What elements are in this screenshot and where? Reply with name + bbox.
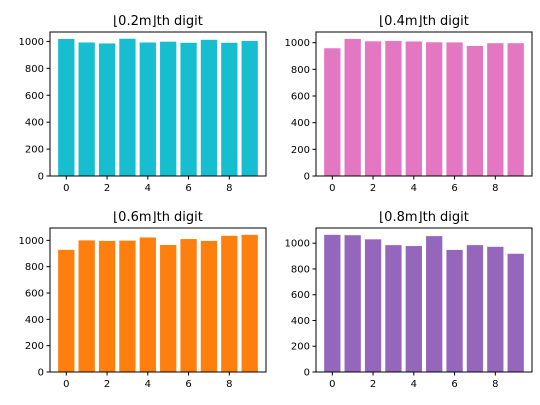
- x-tick-label: 2: [370, 183, 376, 194]
- bar-7: [200, 240, 218, 372]
- bar-9: [507, 253, 524, 372]
- bar-2: [364, 41, 382, 176]
- y-tick-label: 600: [291, 92, 310, 103]
- bar-9: [241, 41, 258, 176]
- x-tick-label: 4: [145, 183, 151, 194]
- chart-panel-2: 0 2 4 6 8 0 200 400 600 800 1000 ⌊0.4m⌋th digit: [285, 14, 533, 194]
- bar-4: [405, 41, 422, 176]
- bar-3: [385, 245, 402, 372]
- y-tick-label: 1000: [19, 37, 44, 48]
- chart-panel-4: 0 2 4 6 8 0 200 400 600 800 1000 ⌊0.8m⌋th digit: [285, 210, 533, 390]
- x-tick-label: 6: [451, 379, 457, 390]
- axes-frame: [49, 227, 267, 373]
- bar-5: [160, 41, 177, 176]
- y-tick-label: 800: [25, 262, 44, 273]
- y-tick-label: 800: [25, 64, 44, 75]
- x-tick-label: 8: [492, 183, 498, 194]
- bar-5: [160, 244, 177, 372]
- bar-7: [466, 46, 484, 176]
- bar-0: [324, 48, 341, 176]
- x-tick-label: 0: [329, 183, 335, 194]
- x-tick-label: 6: [451, 183, 457, 194]
- x-tick-label: 6: [185, 183, 191, 194]
- bar-8: [487, 43, 504, 177]
- bar-6: [180, 42, 197, 176]
- x-tick-label: 4: [411, 379, 417, 390]
- bar-7: [200, 39, 218, 177]
- bar-6: [180, 239, 197, 372]
- bar-1: [344, 38, 361, 177]
- x-tick-label: 0: [329, 379, 335, 390]
- chart-title: ⌊0.8m⌋th digit: [379, 210, 469, 225]
- chart-title: ⌊0.4m⌋th digit: [379, 14, 469, 29]
- y-tick-label: 400: [291, 118, 310, 129]
- bar-9: [241, 234, 258, 372]
- y-tick-label: 600: [291, 290, 310, 301]
- bar-4: [405, 246, 422, 372]
- bar-0: [58, 39, 75, 176]
- y-tick-label: 400: [291, 316, 310, 327]
- bar-9: [507, 43, 524, 177]
- y-tick-label: 0: [304, 368, 310, 379]
- chart-title: ⌊0.6m⌋th digit: [113, 210, 203, 225]
- bar-5: [426, 42, 443, 176]
- x-tick-label: 8: [492, 379, 498, 390]
- x-tick-label: 8: [226, 379, 232, 390]
- bar-2: [98, 240, 116, 372]
- x-tick-label: 6: [185, 379, 191, 390]
- bar-3: [385, 40, 402, 177]
- bar-2: [364, 239, 382, 372]
- x-tick-label: 8: [226, 183, 232, 194]
- bar-3: [119, 240, 136, 372]
- chart-panel-1: 0 2 4 6 8 0 200 400 600 800 1000 ⌊0.2m⌋th digit: [19, 14, 267, 194]
- bar-3: [119, 38, 136, 177]
- bar-0: [58, 249, 75, 372]
- bar-2: [98, 43, 116, 176]
- axes-frame: [315, 227, 533, 373]
- bar-6: [446, 249, 463, 372]
- y-tick-label: 1000: [285, 38, 310, 49]
- x-tick-label: 2: [104, 379, 110, 390]
- chart-title: ⌊0.2m⌋th digit: [113, 14, 203, 29]
- bar-8: [221, 42, 238, 176]
- y-tick-label: 0: [304, 172, 310, 183]
- x-tick-label: 4: [145, 379, 151, 390]
- bar-0: [324, 234, 341, 372]
- y-tick-label: 600: [25, 91, 44, 102]
- bar-5: [426, 236, 443, 372]
- y-tick-label: 600: [25, 289, 44, 300]
- y-tick-label: 200: [25, 341, 44, 352]
- chart-panel-3: 0 2 4 6 8 0 200 400 600 800 1000 ⌊0.6m⌋th digit: [19, 210, 267, 390]
- axes-frame: [49, 31, 267, 177]
- x-tick-label: 2: [370, 379, 376, 390]
- x-tick-label: 4: [411, 183, 417, 194]
- bar-6: [446, 42, 463, 177]
- axes-frame: [315, 31, 533, 177]
- y-tick-label: 200: [291, 342, 310, 353]
- x-tick-label: 0: [63, 183, 69, 194]
- y-tick-label: 1000: [285, 239, 310, 250]
- y-tick-label: 400: [25, 118, 44, 129]
- y-tick-label: 200: [291, 145, 310, 156]
- y-tick-label: 0: [38, 172, 44, 183]
- bar-4: [139, 237, 156, 372]
- bar-1: [78, 240, 95, 372]
- bar-8: [221, 235, 238, 372]
- x-tick-label: 0: [63, 379, 69, 390]
- bar-1: [344, 235, 361, 372]
- y-tick-label: 1000: [19, 236, 44, 247]
- y-tick-label: 800: [291, 65, 310, 76]
- bar-4: [139, 42, 156, 176]
- bar-8: [487, 246, 504, 372]
- y-tick-label: 200: [25, 145, 44, 156]
- y-tick-label: 400: [25, 315, 44, 326]
- x-tick-label: 2: [104, 183, 110, 194]
- y-tick-label: 800: [291, 264, 310, 275]
- y-tick-label: 0: [38, 368, 44, 379]
- bar-7: [466, 245, 484, 372]
- bar-1: [78, 42, 95, 176]
